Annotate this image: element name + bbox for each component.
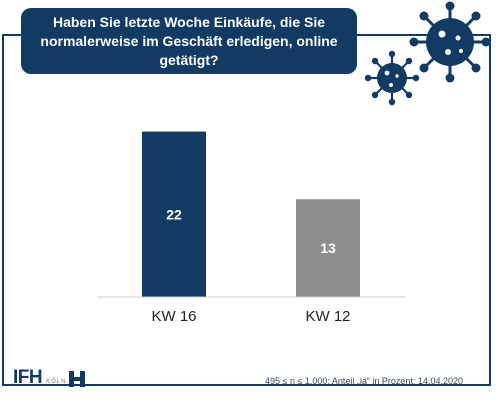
data-label: 22: [166, 206, 182, 222]
virus-icon-small: [364, 50, 420, 106]
logo-city: KÖLN: [46, 379, 67, 385]
ifh-logo-mark-icon: [69, 371, 86, 387]
x-tick-label: KW 12: [305, 308, 350, 325]
virus-icon-large: [409, 1, 491, 83]
ifh-logo: IFH KÖLN: [13, 367, 86, 388]
bar-kw-12: [296, 199, 360, 297]
x-tick-label: KW 16: [151, 308, 196, 325]
chart-title-box: Haben Sie letzte Woche Einkäufe, die Sie…: [21, 8, 357, 74]
bar-kw-16: [142, 131, 206, 297]
data-label: 13: [320, 240, 336, 256]
footer-note: 495 ≤ n ≤ 1.000; Anteil „ja“ in Prozent;…: [264, 376, 463, 386]
logo-text: IFH: [13, 367, 43, 388]
chart-title: Haben Sie letzte Woche Einkäufe, die Sie…: [40, 13, 338, 68]
